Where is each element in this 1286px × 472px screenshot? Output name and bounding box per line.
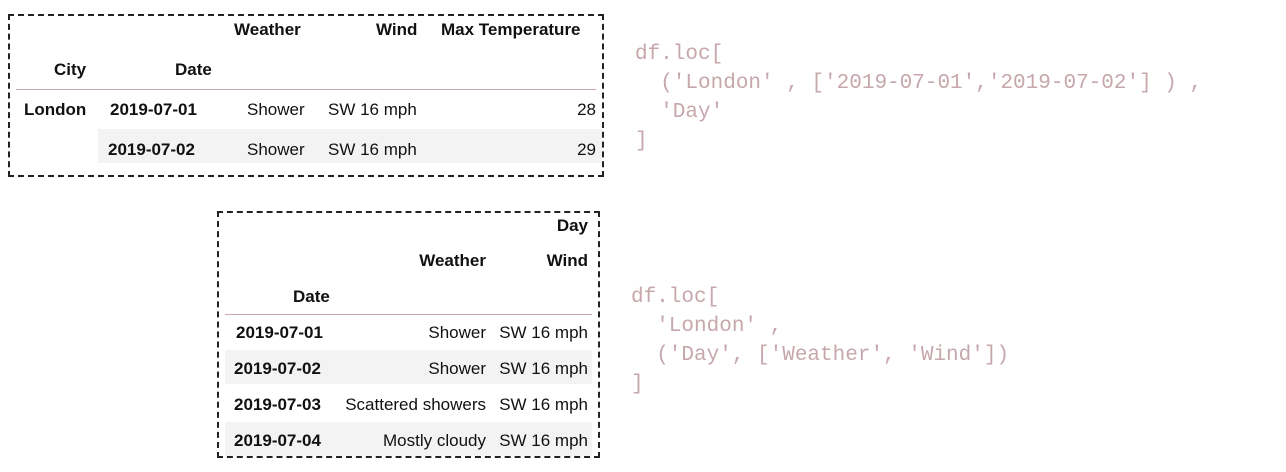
index-date-value: 2019-07-02 [234,359,321,378]
dataframe-table-date: Day Weather Wind Date 2019-07-01 Shower … [217,211,600,458]
col-header-weather: Weather [234,20,301,39]
index-date-value: 2019-07-04 [234,431,321,450]
col-group-header-day: Day [556,216,588,235]
cell-wind: SW 16 mph [499,359,588,378]
row-stripe [98,129,602,163]
cell-wind: SW 16 mph [499,431,588,450]
index-city-value: London [24,100,87,119]
col-header-max-temperature: Max Temperature [441,20,581,39]
index-date-value: 2019-07-02 [108,140,195,159]
index-header-date: Date [293,287,330,306]
col-header-wind: Wind [546,251,588,270]
index-date-value: 2019-07-01 [110,100,197,119]
index-header-date: Date [175,60,212,79]
code-snippet-2: df.loc[ 'London' , ('Day', ['Weather', '… [631,286,1010,396]
col-header-weather: Weather [419,251,486,270]
row-stripe [225,350,592,384]
cell-wind: SW 16 mph [328,100,417,119]
code-snippet-1: df.loc[ ('London' , ['2019-07-01','2019-… [635,43,1203,153]
cell-weather: Shower [428,359,486,378]
cell-max-temperature: 28 [577,100,596,119]
col-header-wind: Wind [376,20,418,39]
header-rule [225,314,592,315]
cell-wind: SW 16 mph [328,140,417,159]
cell-weather: Shower [247,140,305,159]
index-date-value: 2019-07-01 [236,323,323,342]
cell-wind: SW 16 mph [499,323,588,342]
cell-weather: Scattered showers [345,395,486,414]
cell-weather: Mostly cloudy [383,431,486,450]
index-header-city: City [54,60,87,79]
cell-max-temperature: 29 [577,140,596,159]
cell-wind: SW 16 mph [499,395,588,414]
dataframe-table-city-date: Weather Wind Max Temperature City Date L… [8,14,604,177]
cell-weather: Shower [247,100,305,119]
cell-weather: Shower [428,323,486,342]
header-rule [16,89,596,90]
row-stripe [225,422,592,456]
index-date-value: 2019-07-03 [234,395,321,414]
